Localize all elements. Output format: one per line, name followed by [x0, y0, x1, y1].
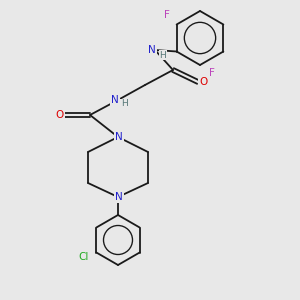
Text: F: F	[209, 68, 215, 78]
Text: O: O	[199, 77, 207, 87]
Text: H: H	[160, 50, 167, 59]
Text: O: O	[56, 110, 64, 120]
Text: Cl: Cl	[78, 251, 88, 262]
Text: N: N	[111, 95, 119, 105]
Text: N: N	[115, 132, 123, 142]
Text: H: H	[121, 100, 128, 109]
Text: N: N	[148, 45, 156, 55]
Text: N: N	[115, 192, 123, 202]
Text: F: F	[164, 10, 169, 20]
